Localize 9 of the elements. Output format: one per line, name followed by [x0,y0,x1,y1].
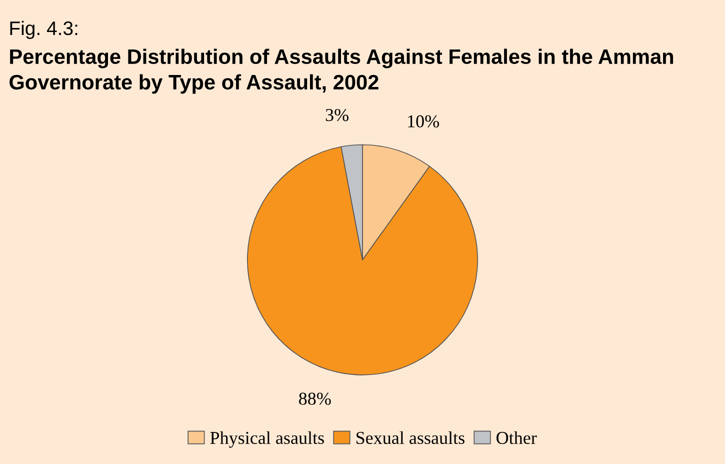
chart-title: Fig. 4.3: [10,20,78,40]
legend-label: Physical asaults [210,431,324,448]
chart-subtitle: Percentage Distribution of Assaults Against Females in the Amman Governorate by Type of Assault, 2002 [10,48,674,94]
data-label: 3% [326,108,348,122]
pie-slice [247,146,478,376]
data-label: 10% [408,115,440,128]
legend-label: Sexual assaults [356,431,464,444]
data-label: 88% [299,392,331,405]
legend-label: Other [496,431,537,444]
